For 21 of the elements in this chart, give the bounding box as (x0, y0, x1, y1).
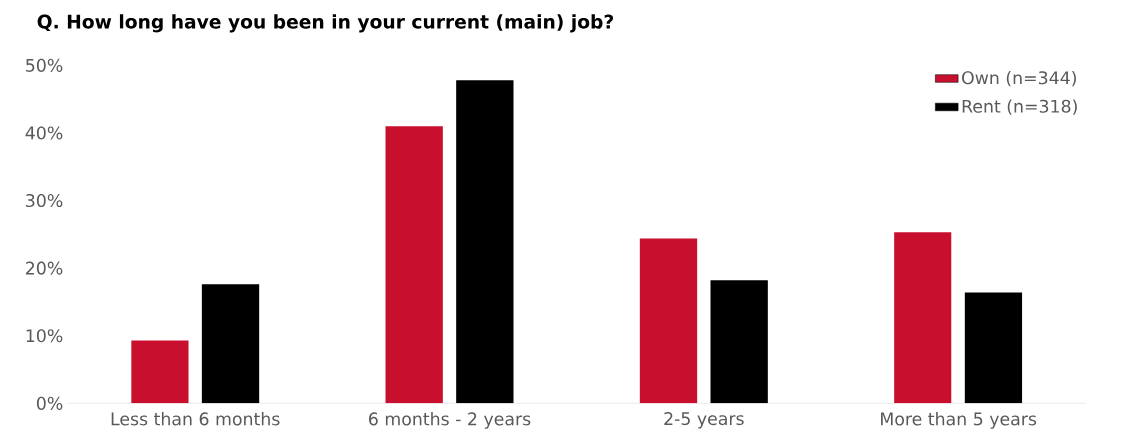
x-tick-label: 6 months - 2 years (369, 412, 531, 429)
y-tick-label: 40% (25, 126, 63, 140)
y-tick-label: 10% (26, 329, 63, 343)
bar (639, 238, 698, 404)
y-tick-label: 50% (26, 58, 63, 72)
y-tick-label: 20% (26, 261, 63, 275)
x-tick-label: More than 5 years (881, 412, 1037, 429)
bar (131, 340, 189, 404)
legend-label: Own (n=344) (962, 70, 1076, 87)
y-tick-label: 0% (36, 396, 63, 410)
bar (456, 80, 514, 404)
chart-title: Q. How long have you been in your current (main) job? (37, 14, 614, 33)
legend-label: Rent (n=318) (962, 99, 1077, 115)
bar (201, 284, 260, 404)
bar (964, 292, 1023, 404)
x-tick-label: Less than 6 months (111, 412, 280, 426)
y-tick-label: 30% (26, 193, 63, 208)
bar (385, 126, 443, 404)
x-tick-label: 2-5 years (664, 412, 744, 429)
bar (710, 280, 768, 404)
bar (894, 232, 952, 404)
